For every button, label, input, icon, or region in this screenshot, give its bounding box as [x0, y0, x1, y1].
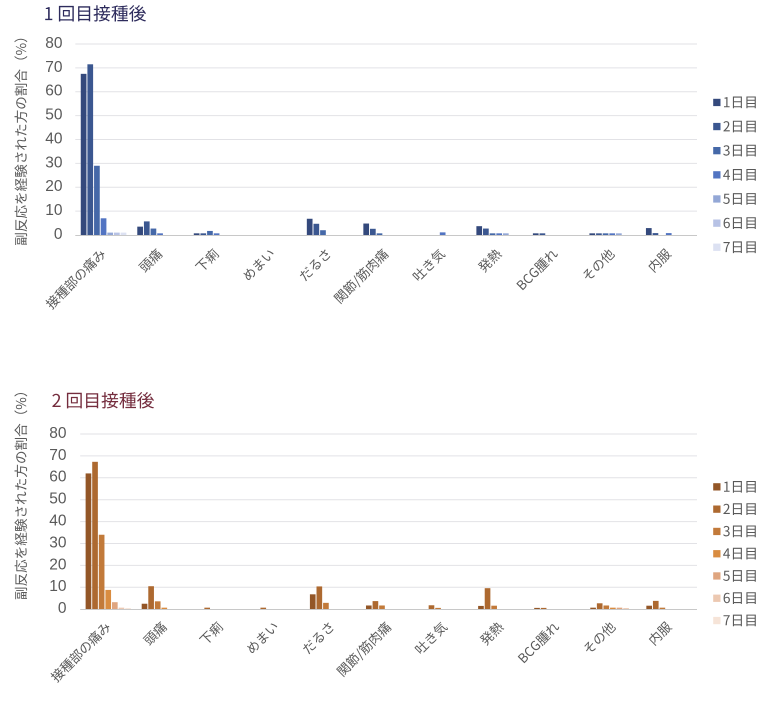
svg-text:10: 10 [45, 202, 63, 219]
svg-text:30: 30 [45, 154, 63, 171]
svg-text:70: 70 [49, 447, 67, 464]
svg-text:50: 50 [49, 491, 67, 508]
svg-text:50: 50 [45, 107, 63, 124]
svg-text:80: 80 [45, 35, 63, 52]
svg-text:0: 0 [58, 600, 67, 617]
svg-text:0: 0 [54, 226, 63, 243]
svg-text:40: 40 [49, 513, 67, 530]
svg-text:20: 20 [45, 178, 63, 195]
svg-text:30: 30 [49, 534, 67, 551]
svg-text:60: 60 [45, 83, 63, 100]
svg-text:40: 40 [45, 130, 63, 147]
svg-text:70: 70 [45, 59, 63, 76]
svg-text:10: 10 [49, 578, 67, 595]
svg-text:20: 20 [49, 556, 67, 573]
svg-text:60: 60 [49, 469, 67, 486]
svg-text:80: 80 [49, 425, 67, 442]
